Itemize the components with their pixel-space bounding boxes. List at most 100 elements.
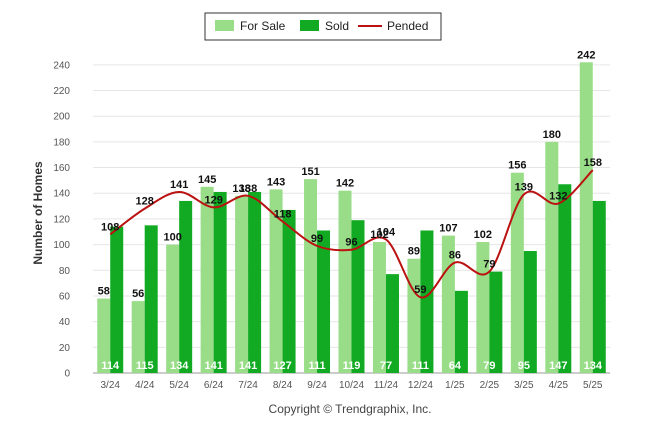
label-for-sale: 58 xyxy=(98,286,110,298)
bar-sold xyxy=(282,209,296,373)
label-pended: 158 xyxy=(584,157,602,169)
legend-label-for-sale: For Sale xyxy=(240,19,286,33)
bar-for-sale xyxy=(579,62,593,373)
bar-for-sale xyxy=(131,301,145,373)
bar-sold xyxy=(110,226,124,373)
label-pended: 86 xyxy=(449,250,461,262)
bar-for-sale xyxy=(200,186,214,373)
bar-sold xyxy=(248,191,262,373)
label-sold: 111 xyxy=(308,360,325,372)
label-pended: 118 xyxy=(274,208,292,220)
x-tick-label: 4/24 xyxy=(135,380,155,391)
x-tick-label: 4/25 xyxy=(549,380,569,391)
bar-sold xyxy=(558,184,572,373)
label-for-sale: 107 xyxy=(439,223,457,235)
label-sold: 79 xyxy=(483,360,495,372)
data-labels: 58 114 56 115 100 134 145 141 138 141 143 127 151 111… xyxy=(98,49,603,372)
label-for-sale: 142 xyxy=(336,178,354,190)
label-for-sale: 56 xyxy=(132,288,144,300)
label-pended: 108 xyxy=(101,221,119,233)
label-pended: 79 xyxy=(483,259,495,271)
bar-sold xyxy=(385,274,399,373)
x-tick-label: 10/24 xyxy=(339,380,364,391)
y-axis-title: Number of Homes xyxy=(31,161,45,265)
legend-label-pended: Pended xyxy=(387,19,428,33)
label-sold: 64 xyxy=(449,360,462,372)
label-for-sale: 180 xyxy=(543,129,561,141)
y-tick-label: 80 xyxy=(59,266,71,277)
label-pended: 59 xyxy=(414,284,426,296)
x-tick-label: 1/25 xyxy=(445,380,465,391)
x-tick-label: 3/25 xyxy=(514,380,534,391)
label-for-sale: 151 xyxy=(301,166,319,178)
label-for-sale: 242 xyxy=(577,49,595,61)
x-tick-label: 11/24 xyxy=(374,380,399,391)
x-tick-label: 5/24 xyxy=(169,380,189,391)
bar-for-sale xyxy=(97,298,111,373)
label-pended: 141 xyxy=(170,179,188,191)
y-tick-label: 100 xyxy=(53,240,70,251)
y-axis-ticks: 0 20 40 60 80 100 120 140 160 180 200 220 240 xyxy=(53,60,70,379)
bar-sold xyxy=(213,191,227,373)
bar-sold xyxy=(592,200,606,373)
label-for-sale: 138 xyxy=(232,183,250,195)
bar-sold xyxy=(351,220,365,373)
label-sold: 111 xyxy=(412,360,429,372)
x-tick-label: 12/24 xyxy=(408,380,433,391)
y-tick-label: 220 xyxy=(53,86,70,97)
y-tick-label: 60 xyxy=(59,291,71,302)
label-for-sale: 100 xyxy=(163,232,181,244)
label-for-sale: 89 xyxy=(408,246,420,258)
label-for-sale: 143 xyxy=(267,176,285,188)
x-tick-label: 6/24 xyxy=(204,380,224,391)
y-tick-label: 40 xyxy=(59,317,71,328)
y-tick-label: 0 xyxy=(64,369,70,380)
x-tick-label: 5/25 xyxy=(583,380,603,391)
label-sold: 134 xyxy=(584,360,603,372)
y-tick-label: 140 xyxy=(53,189,70,200)
legend-swatch-sold xyxy=(300,20,319,31)
bar-for-sale xyxy=(441,235,455,373)
y-tick-label: 120 xyxy=(53,214,70,225)
label-sold: 77 xyxy=(380,360,392,372)
bars xyxy=(97,62,606,373)
label-sold: 141 xyxy=(239,360,257,372)
label-pended: 128 xyxy=(136,196,154,208)
bar-for-sale xyxy=(304,179,318,373)
bar-for-sale xyxy=(545,141,559,373)
label-sold: 147 xyxy=(549,360,567,372)
y-tick-label: 180 xyxy=(53,137,70,148)
label-sold: 115 xyxy=(136,360,154,372)
x-tick-label: 7/24 xyxy=(238,380,258,391)
y-tick-label: 160 xyxy=(53,163,70,174)
bar-for-sale xyxy=(338,190,352,373)
bar-for-sale xyxy=(235,195,249,373)
bar-sold xyxy=(454,290,468,373)
bar-for-sale xyxy=(407,258,421,373)
x-tick-label: 2/25 xyxy=(480,380,500,391)
y-tick-label: 200 xyxy=(53,112,70,123)
legend-box xyxy=(204,12,442,41)
bar-sold xyxy=(144,225,158,373)
label-for-sale: 102 xyxy=(474,229,492,241)
y-tick-label: 20 xyxy=(59,343,71,354)
label-pended: 104 xyxy=(377,226,396,238)
bar-sold xyxy=(317,230,331,373)
pended-line xyxy=(109,169,594,299)
label-for-sale: 156 xyxy=(508,160,526,172)
bar-for-sale xyxy=(269,189,283,373)
label-for-sale: 102 xyxy=(370,229,388,241)
bar-sold xyxy=(489,271,503,373)
copyright-text: Copyright © Trendgraphix, Inc. xyxy=(269,402,432,416)
legend-swatch-for-sale xyxy=(215,20,234,31)
bar-for-sale xyxy=(166,244,180,373)
label-for-sale: 145 xyxy=(198,174,216,186)
label-pended: 96 xyxy=(345,237,357,249)
x-tick-label: 8/24 xyxy=(273,380,293,391)
bar-for-sale xyxy=(510,172,524,373)
pended-series-line xyxy=(109,169,594,299)
label-sold: 119 xyxy=(343,360,361,372)
x-tick-label: 9/24 xyxy=(307,380,327,391)
label-pended: 129 xyxy=(204,194,222,206)
